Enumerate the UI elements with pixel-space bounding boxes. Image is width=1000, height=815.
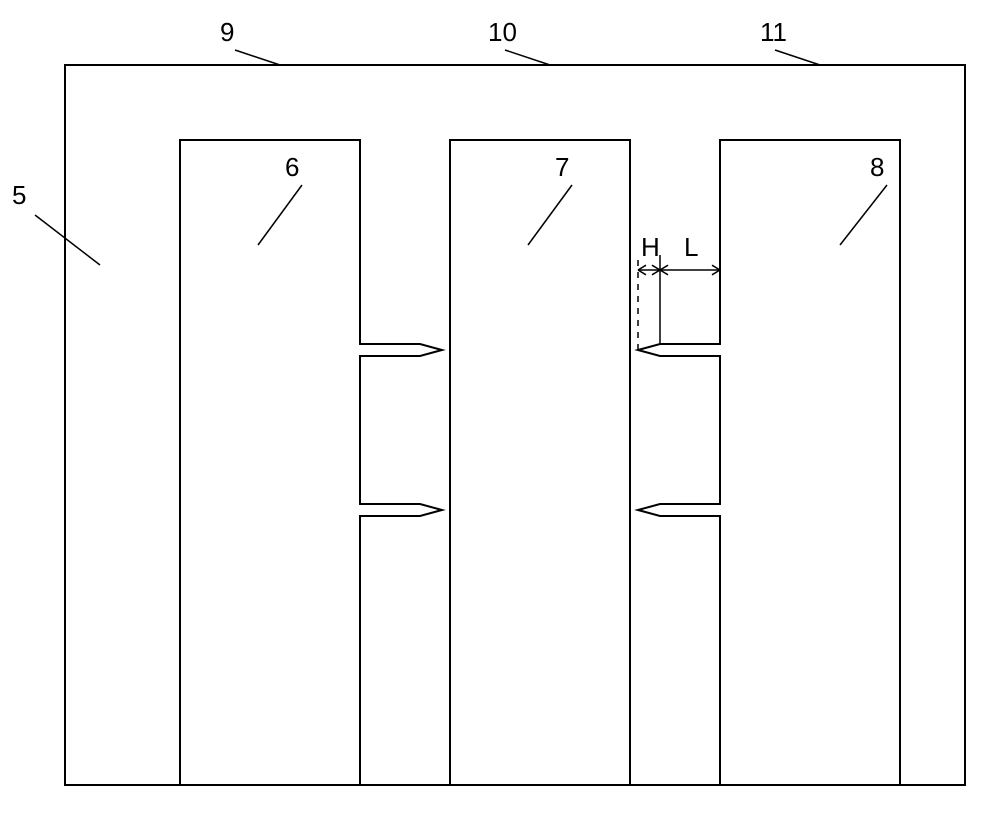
callout-number: 6	[285, 152, 299, 183]
callout-number: 5	[12, 180, 26, 211]
callout-number: 10	[488, 17, 517, 48]
leader-line	[775, 50, 820, 65]
callout-number: 11	[760, 17, 787, 48]
callout-number: 7	[555, 152, 569, 183]
diagram-svg	[0, 0, 1000, 815]
leader-line	[35, 215, 100, 265]
leader-line	[505, 50, 550, 65]
dim-label-h: H	[641, 232, 660, 263]
diagram-stage: HL 9 10 11 5 6 7 8	[0, 0, 1000, 815]
core-outline	[65, 65, 965, 785]
leader-line	[258, 185, 302, 245]
leader-line	[528, 185, 572, 245]
leader-line	[235, 50, 280, 65]
callout-number: 8	[870, 152, 884, 183]
callout-number: 9	[220, 17, 234, 48]
dim-label-l: L	[684, 232, 698, 263]
leader-line	[840, 185, 887, 245]
